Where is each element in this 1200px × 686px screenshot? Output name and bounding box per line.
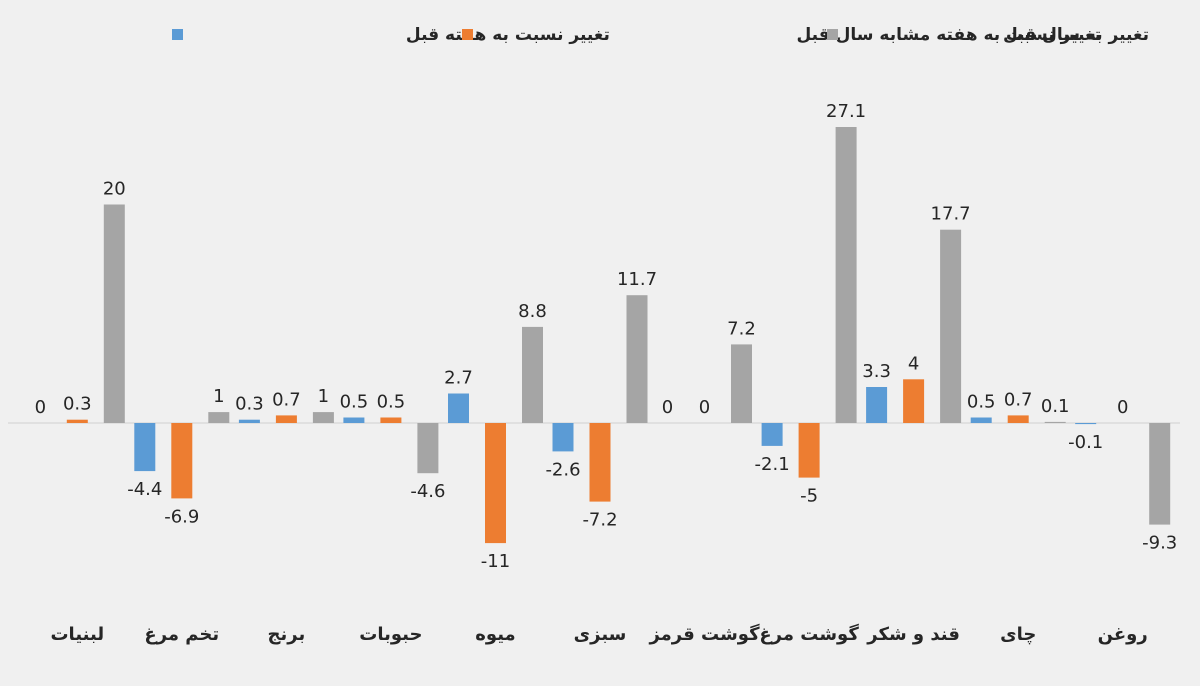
data-label-3-2: 0.1 bbox=[1041, 396, 1070, 417]
data-label-3-9: 1 bbox=[318, 386, 329, 407]
bar-1-9 bbox=[238, 419, 260, 423]
category-label-10: تخم مرغ bbox=[144, 624, 219, 645]
bar-2-11 bbox=[66, 419, 88, 423]
bar-3-7 bbox=[522, 326, 543, 423]
data-label-2-8: 0.5 bbox=[377, 392, 406, 413]
data-label-3-3: 17.7 bbox=[931, 204, 971, 225]
legend-label-1: تغییر نسبت به هفته قبل bbox=[406, 25, 610, 45]
data-label-3-11: 20 bbox=[103, 179, 126, 200]
bar-3-9 bbox=[312, 412, 334, 423]
data-label-2-2: 0.7 bbox=[1004, 389, 1033, 410]
legend-swatch-3 bbox=[827, 29, 838, 40]
legend-label-2: تغییر نسبت به هفته مشابه سال قبل bbox=[797, 25, 1102, 45]
bar-1-10 bbox=[134, 423, 156, 472]
category-label-1: روغن bbox=[1098, 624, 1148, 645]
category-label-4: گوشت مرغ bbox=[759, 623, 859, 645]
plot-area: -0.1 0 -9.3 0.5 0.7 0.1 3.3 4 17.7 -2.1 -5 27.1 0 0 7.… bbox=[8, 101, 1180, 572]
category-label-9: برنج bbox=[268, 624, 306, 645]
data-label-1-5: 0 bbox=[662, 397, 673, 418]
data-label-2-6: -7.2 bbox=[582, 510, 617, 531]
data-label-2-1: 0 bbox=[1117, 397, 1128, 418]
data-label-1-6: -2.6 bbox=[545, 459, 580, 480]
data-label-1-11: 0 bbox=[35, 397, 46, 418]
legend-swatch-2 bbox=[462, 29, 473, 40]
data-label-2-7: -11 bbox=[481, 551, 510, 572]
category-label-6: سبزی bbox=[574, 624, 627, 645]
category-label-2: چای bbox=[1000, 624, 1036, 645]
bar-1-4 bbox=[761, 423, 783, 446]
bar-3-5 bbox=[731, 344, 752, 423]
bar-1-3 bbox=[866, 387, 888, 423]
category-label-11: لبنیات bbox=[50, 624, 104, 645]
data-label-2-5: 0 bbox=[699, 397, 710, 418]
bar-3-11 bbox=[103, 204, 125, 423]
data-label-2-10: -6.9 bbox=[164, 506, 199, 527]
bar-2-10 bbox=[171, 423, 193, 499]
data-label-3-1: -9.3 bbox=[1142, 533, 1177, 554]
bar-3-2 bbox=[1044, 421, 1066, 423]
data-label-3-8: -4.6 bbox=[410, 481, 445, 502]
category-label-5: گوشت قرمز bbox=[648, 623, 760, 645]
legend-swatch-1 bbox=[172, 29, 183, 40]
data-label-2-3: 4 bbox=[908, 353, 919, 374]
data-label-1-2: 0.5 bbox=[967, 392, 996, 413]
bar-2-3 bbox=[903, 379, 925, 423]
bar-2-2 bbox=[1007, 415, 1029, 423]
data-label-1-8: 0.5 bbox=[340, 392, 369, 413]
data-label-3-10: 1 bbox=[213, 386, 224, 407]
category-label-8: حبوبات bbox=[359, 624, 422, 645]
bar-3-6 bbox=[626, 295, 648, 423]
bar-1-7 bbox=[448, 393, 469, 423]
bar-3-8 bbox=[417, 423, 439, 474]
data-label-1-7: 2.7 bbox=[444, 368, 473, 389]
data-label-1-10: -4.4 bbox=[127, 479, 162, 500]
data-label-1-9: 0.3 bbox=[235, 394, 264, 415]
bar-2-4 bbox=[798, 423, 820, 478]
bar-3-10 bbox=[208, 412, 230, 423]
data-label-3-6: 11.7 bbox=[617, 269, 657, 290]
data-label-2-9: 0.7 bbox=[272, 389, 301, 410]
category-label-3: قند و شکر bbox=[866, 624, 960, 645]
bar-2-9 bbox=[275, 415, 297, 423]
legend: تغییر نسبت به هفته قبل تغییر نسبت به هفته… bbox=[172, 25, 1149, 45]
bar-3-1 bbox=[1149, 423, 1171, 525]
legend-label-3: تغییر به سال قبل bbox=[1003, 25, 1149, 45]
data-label-1-3: 3.3 bbox=[862, 361, 891, 382]
bar-1-8 bbox=[343, 417, 365, 423]
data-label-2-4: -5 bbox=[800, 486, 818, 507]
bar-3-3 bbox=[940, 229, 962, 423]
bar-2-7 bbox=[485, 423, 506, 544]
data-label-1-4: -2.1 bbox=[755, 454, 790, 475]
category-label-7: میوه bbox=[475, 624, 515, 645]
data-label-1-1: -0.1 bbox=[1068, 432, 1103, 453]
data-label-3-5: 7.2 bbox=[727, 318, 756, 339]
bar-1-1 bbox=[1075, 423, 1097, 425]
data-label-3-7: 8.8 bbox=[518, 301, 547, 322]
bar-2-8 bbox=[380, 417, 402, 423]
data-label-2-11: 0.3 bbox=[63, 394, 92, 415]
bar-2-6 bbox=[589, 423, 611, 502]
data-label-3-4: 27.1 bbox=[826, 101, 866, 122]
bar-1-2 bbox=[970, 417, 992, 423]
bar-3-4 bbox=[835, 127, 857, 423]
bar-1-6 bbox=[552, 423, 574, 452]
